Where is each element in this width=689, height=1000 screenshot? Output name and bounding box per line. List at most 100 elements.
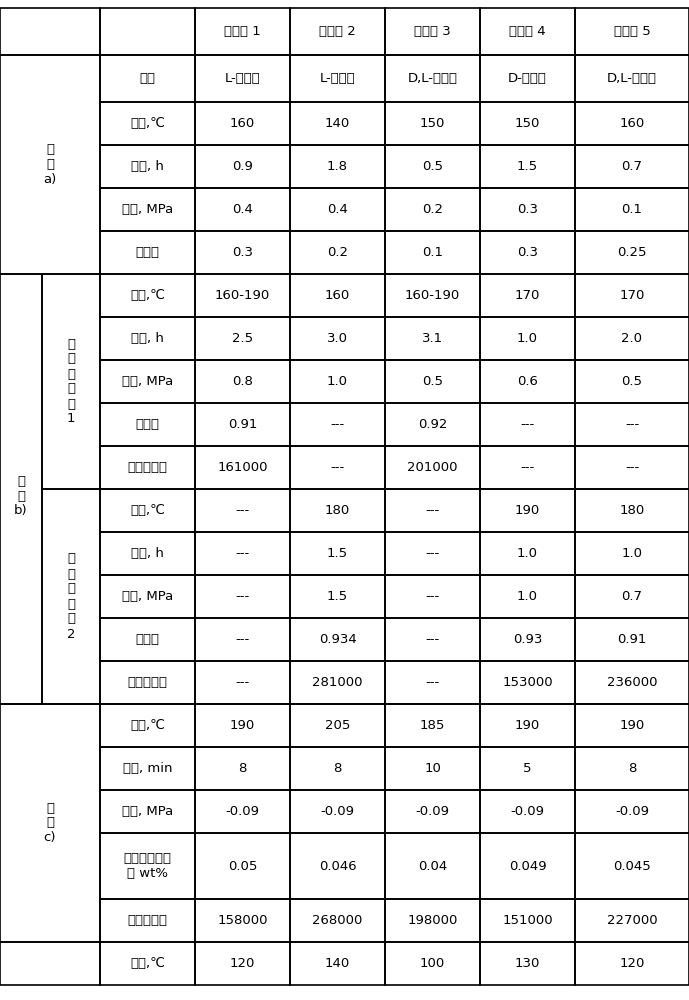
Text: 1.8: 1.8 bbox=[327, 160, 348, 173]
Text: ---: --- bbox=[425, 590, 440, 603]
Text: 0.3: 0.3 bbox=[517, 203, 538, 216]
Text: L-丙交酯: L-丙交酯 bbox=[320, 72, 356, 85]
Text: 1.0: 1.0 bbox=[621, 547, 643, 560]
Bar bbox=[385, 704, 480, 747]
Bar bbox=[480, 145, 575, 188]
Bar bbox=[385, 833, 480, 899]
Text: 0.045: 0.045 bbox=[613, 859, 651, 872]
Bar bbox=[195, 55, 290, 102]
Text: ---: --- bbox=[236, 676, 249, 689]
Text: 236000: 236000 bbox=[607, 676, 657, 689]
Bar bbox=[385, 446, 480, 489]
Bar bbox=[290, 317, 385, 360]
Text: 0.91: 0.91 bbox=[228, 418, 257, 431]
Bar bbox=[385, 790, 480, 833]
Text: ---: --- bbox=[425, 633, 440, 646]
Bar bbox=[480, 747, 575, 790]
Text: 0.6: 0.6 bbox=[517, 375, 538, 388]
Text: 130: 130 bbox=[515, 957, 540, 970]
Text: 120: 120 bbox=[619, 957, 645, 970]
Text: 步
骤
c): 步 骤 c) bbox=[43, 802, 56, 844]
Bar bbox=[290, 231, 385, 274]
Bar bbox=[575, 55, 689, 102]
Text: 实施例 1: 实施例 1 bbox=[224, 25, 261, 38]
Bar bbox=[290, 446, 385, 489]
Bar bbox=[575, 618, 689, 661]
Text: 1.5: 1.5 bbox=[327, 547, 348, 560]
Bar bbox=[100, 8, 195, 55]
Bar bbox=[195, 317, 290, 360]
Text: 190: 190 bbox=[619, 719, 645, 732]
Bar bbox=[290, 360, 385, 403]
Text: 压力, MPa: 压力, MPa bbox=[122, 375, 173, 388]
Text: 1.0: 1.0 bbox=[517, 547, 538, 560]
Bar bbox=[575, 317, 689, 360]
Bar bbox=[42, 489, 100, 704]
Text: 重均分子量: 重均分子量 bbox=[127, 914, 167, 927]
Bar bbox=[100, 790, 195, 833]
Bar bbox=[100, 942, 195, 985]
Bar bbox=[290, 747, 385, 790]
Bar bbox=[480, 532, 575, 575]
Bar bbox=[480, 489, 575, 532]
Bar bbox=[100, 145, 195, 188]
Bar bbox=[100, 575, 195, 618]
Bar bbox=[480, 8, 575, 55]
Text: ---: --- bbox=[236, 547, 249, 560]
Text: 0.4: 0.4 bbox=[327, 203, 348, 216]
Bar bbox=[575, 833, 689, 899]
Text: 190: 190 bbox=[230, 719, 255, 732]
Bar bbox=[100, 360, 195, 403]
Text: 158000: 158000 bbox=[217, 914, 268, 927]
Text: 3.1: 3.1 bbox=[422, 332, 443, 345]
Bar bbox=[195, 704, 290, 747]
Bar bbox=[100, 231, 195, 274]
Bar bbox=[195, 618, 290, 661]
Text: 281000: 281000 bbox=[312, 676, 362, 689]
Text: 170: 170 bbox=[515, 289, 540, 302]
Bar bbox=[195, 942, 290, 985]
Text: 0.5: 0.5 bbox=[621, 375, 643, 388]
Bar bbox=[480, 942, 575, 985]
Text: 205: 205 bbox=[325, 719, 350, 732]
Text: 1.5: 1.5 bbox=[327, 590, 348, 603]
Text: 0.2: 0.2 bbox=[422, 203, 443, 216]
Text: 10: 10 bbox=[424, 762, 441, 775]
Bar bbox=[385, 231, 480, 274]
Bar bbox=[290, 188, 385, 231]
Bar bbox=[575, 790, 689, 833]
Text: ---: --- bbox=[425, 676, 440, 689]
Bar bbox=[290, 899, 385, 942]
Bar bbox=[195, 532, 290, 575]
Text: 190: 190 bbox=[515, 504, 540, 517]
Bar bbox=[290, 8, 385, 55]
Bar bbox=[575, 446, 689, 489]
Text: 0.04: 0.04 bbox=[418, 859, 447, 872]
Bar bbox=[0, 704, 100, 942]
Bar bbox=[290, 790, 385, 833]
Bar bbox=[575, 575, 689, 618]
Text: 201000: 201000 bbox=[407, 461, 457, 474]
Bar bbox=[100, 532, 195, 575]
Text: 时间, h: 时间, h bbox=[131, 160, 164, 173]
Text: 管
式
反
应
器
2: 管 式 反 应 器 2 bbox=[67, 552, 75, 641]
Text: 153000: 153000 bbox=[502, 676, 553, 689]
Bar bbox=[480, 317, 575, 360]
Text: 残留丙交酯含
量 wt%: 残留丙交酯含 量 wt% bbox=[123, 852, 172, 880]
Text: 180: 180 bbox=[619, 504, 645, 517]
Text: 步
骤
a): 步 骤 a) bbox=[43, 143, 56, 186]
Text: ---: --- bbox=[425, 504, 440, 517]
Bar bbox=[195, 661, 290, 704]
Bar bbox=[195, 833, 290, 899]
Bar bbox=[100, 55, 195, 102]
Bar bbox=[290, 661, 385, 704]
Text: 0.93: 0.93 bbox=[513, 633, 542, 646]
Text: 140: 140 bbox=[325, 117, 350, 130]
Bar bbox=[290, 942, 385, 985]
Bar bbox=[480, 188, 575, 231]
Text: 压力, MPa: 压力, MPa bbox=[122, 590, 173, 603]
Bar bbox=[385, 489, 480, 532]
Bar bbox=[290, 833, 385, 899]
Text: 1.5: 1.5 bbox=[517, 160, 538, 173]
Bar bbox=[195, 403, 290, 446]
